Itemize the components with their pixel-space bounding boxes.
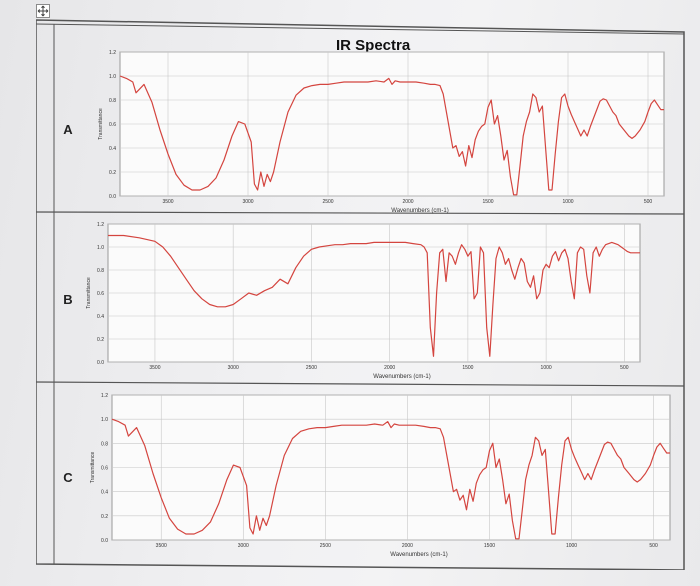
- x-tick-label: 2000: [402, 543, 413, 549]
- x-axis-label: Wavenumbers (cm-1): [391, 208, 448, 214]
- y-axis-label: Transmittance: [86, 277, 92, 309]
- y-tick-label: 0.6: [109, 122, 116, 128]
- x-tick-label: 1000: [541, 365, 552, 371]
- x-tick-label: 1500: [482, 199, 493, 205]
- y-tick-label: 0.4: [97, 314, 104, 320]
- x-tick-label: 2000: [384, 365, 395, 371]
- y-tick-label: 1.2: [109, 50, 116, 56]
- x-tick-label: 500: [620, 365, 629, 371]
- x-tick-label: 2500: [306, 365, 317, 371]
- y-axis-label: Transmittance: [98, 108, 104, 140]
- x-tick-label: 3500: [156, 543, 167, 549]
- row-label-b: B: [63, 292, 73, 307]
- x-tick-label: 3000: [228, 365, 239, 371]
- page-title: IR Spectra: [336, 37, 411, 54]
- y-tick-label: 0.4: [101, 490, 108, 496]
- y-tick-label: 1.0: [101, 417, 108, 423]
- y-tick-label: 1.0: [97, 245, 104, 251]
- y-tick-label: 0.2: [97, 337, 104, 343]
- row-label-c: C: [63, 470, 73, 485]
- y-tick-label: 0.4: [109, 146, 116, 152]
- spectra-table: [36, 18, 686, 570]
- y-tick-label: 0.6: [101, 466, 108, 472]
- y-tick-label: 0.8: [109, 98, 116, 104]
- x-tick-label: 2000: [402, 199, 413, 205]
- spectrum-trace-b: [108, 234, 640, 357]
- spectrum-trace-a: [119, 75, 664, 196]
- y-tick-label: 1.2: [101, 393, 108, 399]
- x-tick-label: 500: [649, 543, 658, 549]
- x-axis-label: Wavenumbers (cm-1): [373, 374, 430, 380]
- y-axis-label: Transmittance: [90, 452, 96, 484]
- x-tick-label: 1500: [462, 365, 473, 371]
- y-tick-label: 0.2: [109, 170, 116, 176]
- x-tick-label: 1000: [566, 543, 577, 549]
- y-tick-label: 0.6: [97, 291, 104, 297]
- row-label-a: A: [63, 122, 73, 137]
- y-tick-label: 0.2: [101, 514, 108, 520]
- y-tick-label: 1.0: [109, 74, 116, 80]
- x-tick-label: 1500: [484, 543, 495, 549]
- y-tick-label: 0.8: [101, 441, 108, 447]
- x-tick-label: 2500: [320, 543, 331, 549]
- x-tick-label: 3500: [162, 199, 173, 205]
- y-tick-label: 1.2: [97, 222, 104, 228]
- table-grid-lines: [36, 19, 685, 570]
- x-axis-label: Wavenumbers (cm-1): [390, 552, 447, 558]
- y-tick-label: 0.0: [101, 538, 108, 544]
- x-tick-label: 500: [644, 199, 653, 205]
- move-icon[interactable]: [36, 4, 50, 18]
- x-tick-label: 3500: [149, 365, 160, 371]
- x-tick-label: 3000: [242, 199, 253, 205]
- y-tick-label: 0.0: [97, 360, 104, 366]
- spectrum-trace-c: [111, 418, 670, 540]
- y-tick-label: 0.8: [97, 268, 104, 274]
- x-tick-label: 3000: [238, 543, 249, 549]
- x-tick-label: 1000: [562, 199, 573, 205]
- y-tick-label: 0.0: [109, 194, 116, 200]
- x-tick-label: 2500: [322, 199, 333, 205]
